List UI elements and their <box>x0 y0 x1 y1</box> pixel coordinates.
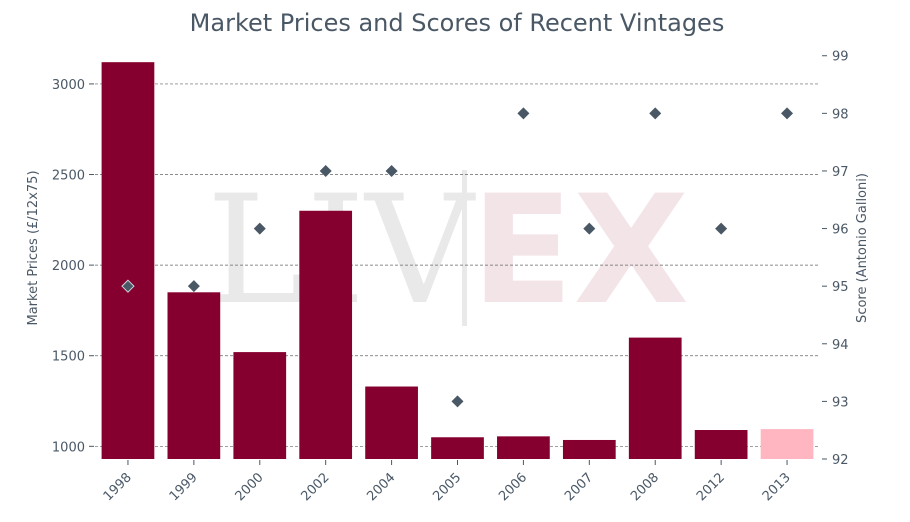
x-tick-label: 2012 <box>694 470 728 504</box>
bar <box>562 439 616 459</box>
y2-tick-label: 98 <box>832 107 849 122</box>
score-marker <box>715 222 728 235</box>
x-tick-label: 2008 <box>628 470 662 504</box>
chart-title: Market Prices and Scores of Recent Vinta… <box>190 9 725 37</box>
x-tick-label: 2005 <box>430 470 464 504</box>
y-tick-label: 1000 <box>52 440 85 455</box>
score-markers <box>121 107 794 408</box>
y-tick-label: 3000 <box>52 78 85 93</box>
y2-tick-label: 96 <box>832 223 849 238</box>
x-tick-label: 2000 <box>233 470 267 504</box>
x-tick-label: 2007 <box>562 470 596 504</box>
score-marker <box>385 164 398 177</box>
bar <box>628 337 682 459</box>
score-marker <box>583 222 596 235</box>
y2-axis-label: Score (Antonio Galloni) <box>855 173 870 323</box>
y-axis-label: Market Prices (£/12x75) <box>26 170 41 325</box>
score-marker <box>451 395 464 408</box>
x-axis: 1998 1999 2000 2002 2004 2005 2006 2007 2008 2012… <box>101 460 794 504</box>
y-tick-label: 2000 <box>52 259 85 274</box>
score-marker <box>517 107 530 120</box>
y2-tick-label: 99 <box>832 50 849 65</box>
x-tick-label: 2002 <box>299 470 333 504</box>
bar <box>497 436 550 459</box>
bar <box>365 386 418 459</box>
watermark-divider <box>462 170 467 326</box>
y-tick-label: 1500 <box>52 350 85 365</box>
bar <box>431 437 484 459</box>
bar <box>299 210 353 459</box>
y2-tick-label: 95 <box>832 280 849 295</box>
score-marker <box>649 107 662 120</box>
price-bars <box>101 62 814 460</box>
bar <box>694 430 748 459</box>
x-tick-label: 1998 <box>101 470 135 504</box>
watermark-ex: EX <box>471 164 689 338</box>
x-tick-label: 2006 <box>496 470 530 504</box>
score-marker <box>187 280 200 293</box>
watermark: LIV EX <box>206 164 689 338</box>
score-marker <box>781 107 794 120</box>
x-tick-label: 1999 <box>167 470 201 504</box>
bar <box>760 429 814 459</box>
y2-tick-label: 93 <box>832 395 849 410</box>
score-marker <box>253 222 266 235</box>
right-axis: 92 93 94 95 96 97 98 99 <box>822 50 849 468</box>
x-tick-label: 2013 <box>760 470 794 504</box>
score-marker <box>121 279 135 293</box>
bar <box>101 62 155 460</box>
y2-tick-label: 94 <box>832 338 849 353</box>
y-tick-label: 2500 <box>52 169 85 184</box>
x-tick-label: 2004 <box>364 470 398 504</box>
score-marker <box>319 164 332 177</box>
bar <box>233 352 287 459</box>
left-axis: 1000 1500 2000 2500 3000 <box>52 78 94 455</box>
y2-tick-label: 97 <box>832 165 849 180</box>
bar <box>167 292 221 459</box>
y2-tick-label: 92 <box>832 453 849 468</box>
